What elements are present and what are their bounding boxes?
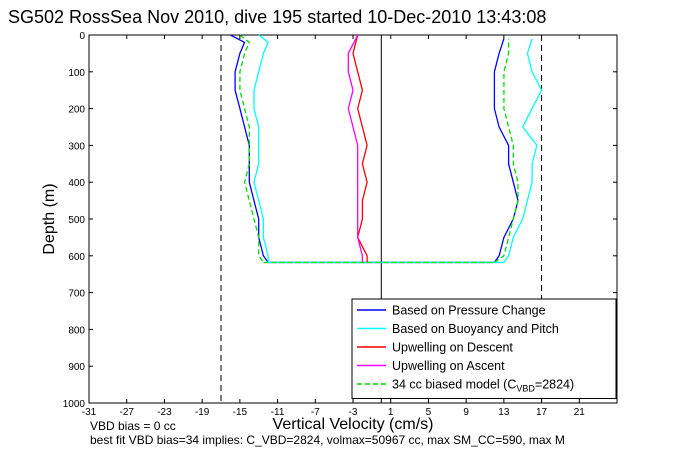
x-tick-label: 9: [463, 407, 469, 418]
legend-label: 34 cc biased model (CVBD=2824): [392, 378, 574, 394]
x-tick-label: -15: [233, 407, 248, 418]
y-axis-label: Depth (m): [41, 183, 58, 254]
y-tick-label: 600: [68, 252, 85, 263]
x-tick-label: -7: [311, 407, 320, 418]
x-tick-label: -23: [157, 407, 172, 418]
series-2-descent-line: [253, 34, 269, 263]
legend-box: [351, 298, 617, 399]
y-tick-label: 700: [68, 289, 85, 300]
y-tick-label: 900: [68, 362, 85, 373]
x-tick-label: -19: [195, 407, 210, 418]
x-tick-label: 5: [426, 407, 432, 418]
x-tick-label: 21: [574, 407, 586, 418]
x-tick-label: 1: [388, 407, 394, 418]
series-3-line: [352, 34, 368, 263]
series-1-ascent-line: [493, 38, 519, 263]
legend-label: Upwelling on Ascent: [392, 359, 505, 373]
series-4-line: [347, 34, 364, 263]
x-tick-label: -11: [271, 407, 285, 418]
y-tick-label: 0: [79, 31, 85, 42]
footer-line-1: VBD bias = 0 cc: [90, 419, 176, 433]
x-tick-label: -3: [349, 407, 358, 418]
legend-label: Upwelling on Descent: [392, 341, 513, 355]
y-tick-label: 1000: [63, 399, 86, 410]
x-tick-label: -31: [82, 407, 97, 418]
x-tick-label: -27: [119, 407, 134, 418]
series-1-descent-line: [230, 34, 269, 263]
legend-label: Based on Buoyancy and Pitch: [392, 322, 559, 336]
x-axis-label: Vertical Velocity (cm/s): [273, 416, 434, 433]
x-tick-label: 13: [498, 407, 510, 418]
y-tick-label: 200: [68, 105, 85, 116]
footer-line-2: best fit VBD bias=34 implies: C_VBD=2824…: [90, 433, 565, 447]
y-axis-ticks: 0 100 200 300 400 500 600 700 800 900 1000: [63, 31, 617, 410]
x-tick-label: 17: [536, 407, 548, 418]
series-5-ascent-line: [494, 38, 519, 263]
y-tick-label: 800: [68, 325, 85, 336]
y-tick-label: 100: [68, 68, 85, 79]
y-tick-label: 400: [68, 178, 85, 189]
data-lines: [230, 34, 543, 264]
legend: Based on Pressure Change Based on Buoyanc…: [351, 298, 617, 399]
series-2-ascent-line: [503, 38, 543, 263]
legend-label: Based on Pressure Change: [392, 304, 546, 318]
x-axis-ticks: -31 -27 -23 -19 -15 -11 -7 -3 1 5 9 13 17 21: [82, 35, 586, 418]
chart-title: SG502 RossSea Nov 2010, dive 195 started…: [8, 7, 546, 27]
y-tick-label: 500: [68, 215, 85, 226]
y-tick-label: 300: [68, 141, 85, 152]
